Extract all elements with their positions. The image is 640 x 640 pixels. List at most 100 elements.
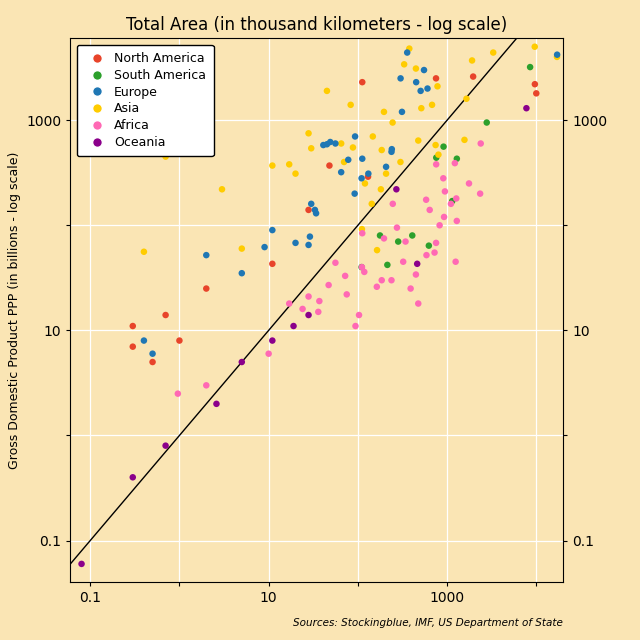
Point: [464, 179, 474, 189]
Point: [406, 284, 416, 294]
Point: [387, 147, 397, 157]
Point: [522, 103, 532, 113]
Point: [322, 86, 332, 96]
Point: [433, 81, 443, 92]
Point: [422, 83, 433, 93]
Point: [127, 342, 138, 352]
Point: [530, 42, 540, 52]
Point: [339, 157, 349, 167]
Point: [421, 250, 431, 260]
Point: [401, 236, 411, 246]
Point: [431, 159, 442, 170]
Point: [460, 135, 470, 145]
Point: [467, 55, 477, 65]
Point: [303, 291, 314, 301]
Point: [323, 280, 333, 290]
Point: [237, 243, 247, 253]
Point: [392, 223, 402, 233]
Point: [303, 310, 314, 320]
Point: [139, 246, 149, 257]
Point: [161, 310, 171, 320]
Point: [396, 157, 406, 167]
Point: [391, 184, 401, 195]
Point: [393, 236, 403, 246]
Point: [531, 88, 541, 99]
Point: [376, 145, 387, 155]
Point: [336, 138, 346, 148]
Point: [311, 208, 321, 218]
Point: [419, 65, 429, 75]
Point: [342, 289, 352, 300]
Point: [413, 298, 424, 308]
Point: [343, 155, 353, 165]
Point: [350, 131, 360, 141]
Point: [298, 304, 308, 314]
Point: [325, 137, 335, 147]
Point: [268, 335, 278, 346]
Point: [413, 136, 424, 146]
Point: [379, 234, 389, 244]
Point: [346, 100, 356, 110]
Point: [211, 399, 221, 409]
Point: [127, 472, 138, 483]
Point: [416, 103, 426, 113]
Point: [201, 250, 211, 260]
Point: [303, 240, 314, 250]
Point: [435, 220, 445, 230]
Point: [451, 193, 461, 204]
Point: [330, 138, 340, 148]
Point: [381, 162, 391, 172]
Point: [367, 198, 377, 209]
Point: [440, 186, 450, 196]
Point: [305, 232, 315, 242]
Point: [303, 128, 314, 138]
Point: [376, 275, 387, 285]
Point: [431, 238, 441, 248]
Point: [76, 559, 86, 569]
Point: [411, 63, 421, 74]
Point: [452, 154, 462, 164]
Point: [161, 440, 171, 451]
Point: [354, 310, 364, 320]
Point: [407, 230, 417, 241]
Point: [139, 335, 149, 346]
Point: [303, 205, 314, 215]
Point: [310, 205, 320, 215]
Point: [356, 173, 367, 184]
Point: [324, 161, 335, 171]
Point: [237, 357, 247, 367]
Point: [451, 257, 461, 267]
Point: [375, 230, 385, 241]
Point: [313, 307, 323, 317]
Point: [424, 241, 434, 251]
Point: [357, 262, 367, 272]
Point: [268, 225, 278, 236]
Legend: North America, South America, Europe, Asia, Africa, Oceania: North America, South America, Europe, As…: [77, 45, 214, 156]
Point: [357, 154, 367, 164]
Point: [264, 349, 274, 359]
Point: [421, 195, 431, 205]
Point: [388, 198, 398, 209]
Point: [376, 184, 386, 195]
Point: [431, 152, 442, 163]
Point: [314, 296, 324, 306]
Point: [552, 49, 563, 60]
Point: [412, 259, 422, 269]
Text: Sources: Stockingblue, IMF, US Department of State: Sources: Stockingblue, IMF, US Departmen…: [293, 618, 563, 628]
Point: [201, 284, 211, 294]
Point: [468, 72, 478, 82]
Point: [291, 238, 301, 248]
Point: [127, 321, 138, 331]
Point: [382, 260, 392, 270]
Point: [411, 77, 421, 87]
Point: [402, 47, 412, 58]
Point: [387, 117, 397, 127]
Point: [357, 228, 367, 238]
Point: [268, 259, 278, 269]
Point: [289, 321, 299, 331]
Point: [364, 168, 374, 179]
Point: [475, 189, 485, 199]
Point: [201, 380, 211, 390]
Point: [433, 150, 444, 160]
Point: [237, 268, 247, 278]
